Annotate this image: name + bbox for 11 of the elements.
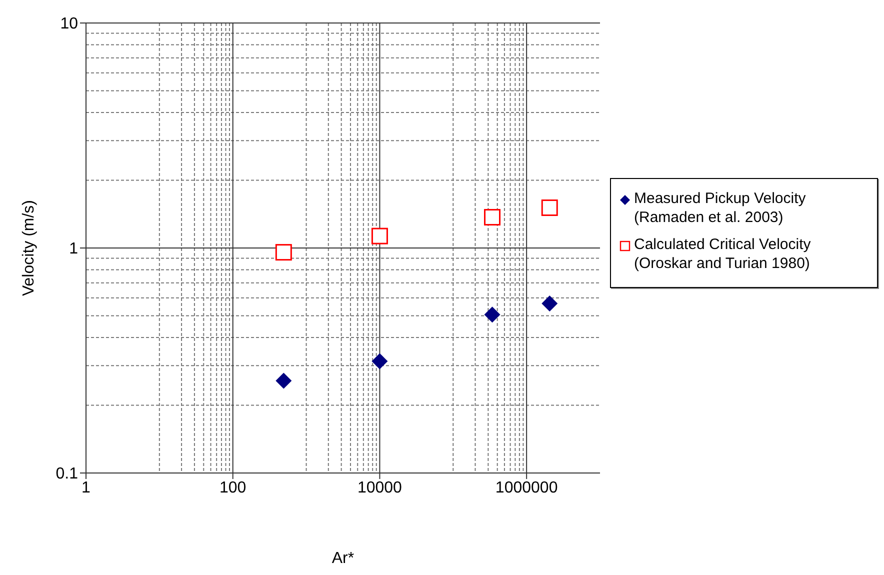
x-tick-label: 100 xyxy=(220,479,246,496)
y-tick-label: 10 xyxy=(60,16,78,33)
x-tick-label: 10000 xyxy=(357,479,402,496)
legend-label: Measured Pickup Velocity (Ramaden et al. 2003) xyxy=(634,189,807,227)
y-axis-title: Velocity (m/s) xyxy=(20,200,38,296)
legend-label: Calculated Critical Velocity (Oroskar and Turian 1980) xyxy=(634,235,812,273)
x-tick-label: 1 xyxy=(82,479,91,496)
y-tick-label: 1 xyxy=(69,240,78,258)
y-tick-label: 0.1 xyxy=(56,466,78,483)
x-axis-title: Ar* xyxy=(332,550,354,567)
x-tick-label: 1000000 xyxy=(495,479,558,496)
